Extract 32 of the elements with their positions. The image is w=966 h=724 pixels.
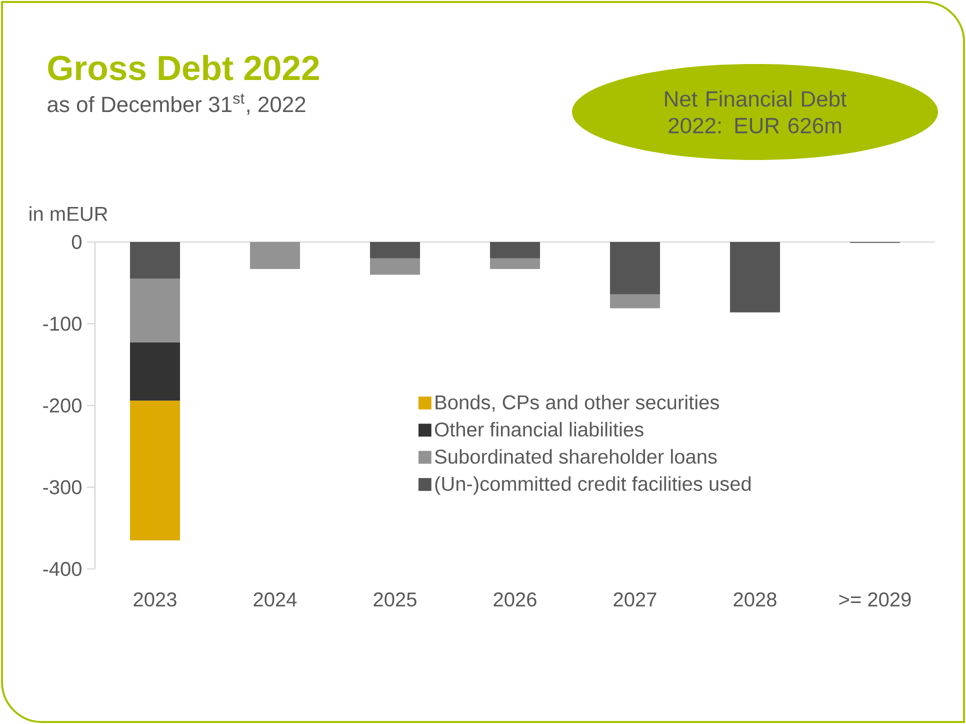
y-tick-label: -200 (43, 398, 82, 413)
bar (130, 278, 180, 343)
chart-title: Gross Debt 2022 (48, 54, 319, 80)
bar (610, 242, 660, 294)
y-tick-label: -100 (43, 316, 82, 331)
x-tick-label: 2025 (374, 592, 416, 607)
legend-label: Subordinated shareholder loans (434, 449, 717, 464)
y-tick-label: 0 (72, 234, 82, 250)
bar (490, 258, 540, 269)
chart-subtitle: as of December 31$^{st}$, 2022 (48, 94, 306, 115)
x-tick-label: 2024 (254, 592, 297, 607)
bar (130, 342, 180, 401)
y-tick-label: -400 (43, 562, 82, 576)
bar (130, 400, 180, 540)
x-tick-label: >= 2029 (839, 592, 911, 607)
legend-label: (Un-)committed credit facilities used (435, 476, 751, 495)
x-tick-label: 2028 (734, 592, 776, 607)
bar (130, 242, 180, 279)
bar (730, 242, 780, 312)
y-tick-label: -300 (43, 480, 82, 494)
bar (610, 294, 660, 308)
x-tick-label: 2026 (494, 592, 536, 607)
x-tick-label: 2027 (614, 592, 656, 607)
bar (490, 242, 540, 258)
bar (370, 242, 420, 258)
legend-label: Other financial liabilities (434, 422, 644, 437)
bar (250, 242, 300, 269)
bar (370, 258, 420, 275)
legend-label: Bonds, CPs and other securities (436, 394, 719, 412)
text: Net Financial Debt 2022: EUR 626m (665, 90, 847, 134)
x-tick-label: 2023 (134, 592, 176, 607)
y-axis-title: in mEUR (30, 206, 108, 221)
